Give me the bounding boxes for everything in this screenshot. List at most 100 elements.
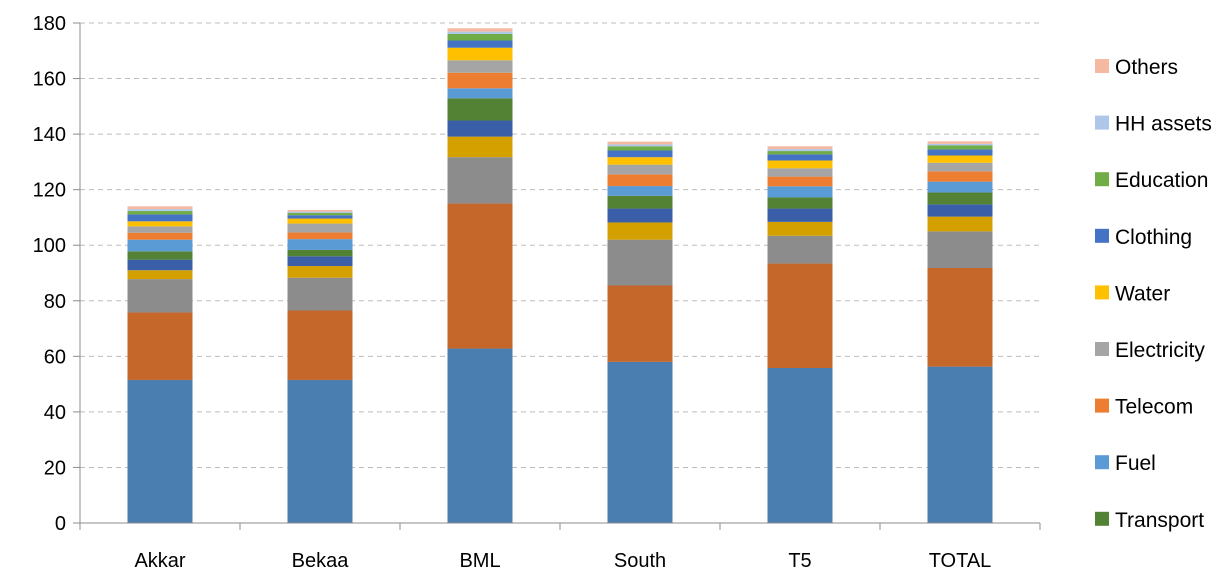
y-tick-label: 0 <box>55 513 66 535</box>
bar-segment <box>607 239 673 286</box>
bar-segment <box>127 279 193 313</box>
legend-swatch <box>1095 511 1109 526</box>
bar-segment <box>767 208 833 222</box>
bar-segment <box>287 209 353 212</box>
bar-segment <box>287 223 353 233</box>
legend-swatch <box>1095 398 1109 413</box>
bar-segment <box>127 251 193 260</box>
y-tick-label: 80 <box>44 291 66 313</box>
bar-segment <box>607 144 673 147</box>
bar-segment <box>767 154 833 161</box>
legend-label: Clothing <box>1115 226 1192 249</box>
legend-swatch <box>1095 59 1109 73</box>
bar-segment <box>127 226 193 233</box>
bar-segment <box>447 348 513 523</box>
y-tick-label: 40 <box>44 402 66 424</box>
bar-segment <box>767 263 833 368</box>
bar-segment <box>447 31 513 34</box>
bar-segment <box>127 232 193 240</box>
bar-segment <box>927 181 993 193</box>
bar-segment <box>287 379 353 523</box>
bar-segment <box>447 88 513 99</box>
bar-segment <box>767 186 833 198</box>
bar-segment <box>767 160 833 169</box>
bar-segment <box>447 33 513 41</box>
bar-segment <box>447 136 513 158</box>
bar-segment <box>607 141 673 145</box>
x-tick-label: South <box>614 550 666 572</box>
bar-segment <box>767 221 833 236</box>
bar-segment <box>607 157 673 165</box>
bar-segment <box>927 141 993 144</box>
bar-segment <box>767 168 833 177</box>
grid-lines <box>80 22 1040 468</box>
bar-segment <box>607 222 673 240</box>
bar-segment <box>927 216 993 232</box>
x-tick-label: TOTAL <box>929 550 992 572</box>
bar-segment <box>607 208 673 223</box>
bar-segment <box>127 239 193 252</box>
bar-segment <box>127 209 193 212</box>
x-axis: Akkar Bekaa BML South T5 TOTAL <box>79 522 1041 572</box>
y-tick-label: 20 <box>44 457 66 479</box>
legend-label: Water <box>1115 282 1170 305</box>
legend: Others HH assets Education Clothing Water Ele… <box>1095 56 1212 532</box>
bar-segment <box>447 72 513 89</box>
bar-segment <box>447 60 513 73</box>
legend-swatch <box>1095 285 1109 300</box>
bar-segment <box>927 231 993 268</box>
legend-label: Others <box>1115 56 1178 79</box>
bar-segment <box>607 146 673 151</box>
bar-segment <box>767 149 833 152</box>
legend-label: Transport <box>1115 509 1204 532</box>
bar-segment <box>447 157 513 204</box>
bar-segment <box>287 266 353 278</box>
bar-segment <box>447 28 513 32</box>
x-tick-label: Bekaa <box>292 550 350 572</box>
y-axis: 0 20 40 60 80 100 120 140 160 180 <box>33 13 81 535</box>
bar-segment <box>767 176 833 187</box>
legend-swatch <box>1095 455 1109 470</box>
bar-segment <box>927 149 993 156</box>
bar-segment <box>287 256 353 267</box>
bar-segment <box>127 379 193 523</box>
bar-segment <box>927 192 993 205</box>
bar-segment <box>767 197 833 209</box>
bar-segment <box>127 270 193 280</box>
bar-segment <box>127 312 193 380</box>
bar-segment <box>607 174 673 187</box>
bar-segment <box>287 239 353 250</box>
bar-segment <box>927 366 993 523</box>
bar-segment <box>287 215 353 219</box>
bar-segment <box>287 310 353 380</box>
bar-segment <box>447 203 513 349</box>
bar-segment <box>447 120 513 137</box>
y-tick-label: 140 <box>33 124 66 146</box>
bar-segment <box>447 98 513 121</box>
legend-label: Electricity <box>1115 339 1205 362</box>
bar-segment <box>127 211 193 215</box>
bar-segment <box>287 218 353 224</box>
legend-label: Fuel <box>1115 452 1156 475</box>
bar-segment <box>767 368 833 523</box>
bar-segment <box>607 195 673 209</box>
bars <box>127 28 993 523</box>
bar-segment <box>127 206 193 210</box>
bar-segment <box>287 277 353 311</box>
bar-segment <box>127 214 193 222</box>
bar-segment <box>927 171 993 182</box>
x-tick-label: T5 <box>788 550 811 572</box>
bar-segment <box>287 211 353 213</box>
legend-label: HH assets <box>1115 113 1212 136</box>
bar-segment <box>287 249 353 257</box>
bar-segment <box>927 143 993 146</box>
legend-label: Telecom <box>1115 396 1193 419</box>
bar-segment <box>927 268 993 367</box>
bar-segment <box>447 47 513 61</box>
bar-segment <box>447 40 513 48</box>
y-tick-label: 100 <box>33 235 66 257</box>
bar-segment <box>927 145 993 150</box>
bar-segment <box>767 146 833 150</box>
y-tick-label: 60 <box>44 346 66 368</box>
